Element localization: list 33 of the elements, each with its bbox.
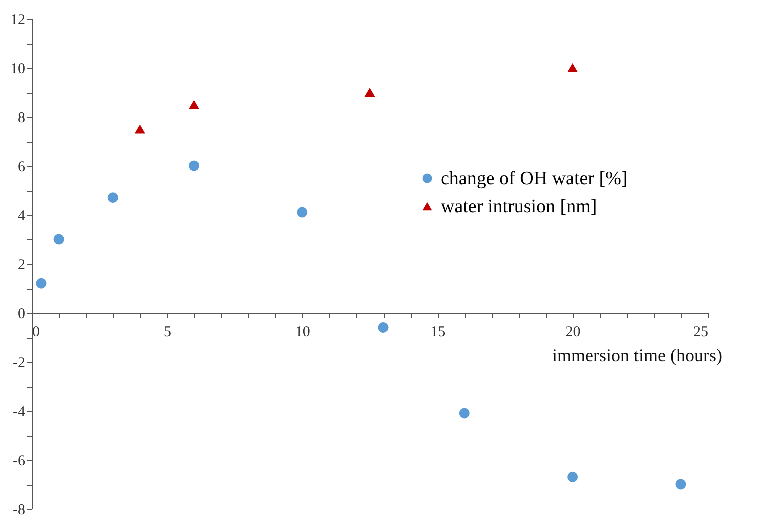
x-tick-label: 0 [32,324,40,340]
x-axis-title: immersion time (hours) [552,346,722,366]
y-tick-label: 12 [10,12,26,28]
y-tick-label: -4 [13,404,26,420]
point [54,234,64,245]
point [459,408,470,419]
point [568,63,578,73]
y-tick-label: 4 [18,208,26,224]
point [188,160,200,172]
point [134,124,146,134]
point [676,479,686,490]
point [108,192,118,204]
y-tick-label: 8 [18,110,26,126]
y-tick-label: 10 [10,62,26,78]
point [364,88,376,98]
x-tick-label: 25 [694,324,708,340]
y-tick-label: 2 [18,258,26,274]
point [297,207,308,218]
x-tick-label: 10 [295,324,310,340]
point [378,322,389,333]
legend-label: water intrusion [nm] [441,196,598,218]
point [568,472,578,482]
point [36,278,47,289]
legend-label: change of OH water [%] [441,168,628,190]
y-tick-label: 6 [18,160,26,176]
x-tick-label: 15 [430,324,446,340]
y-tick-label: -2 [13,356,26,372]
x-tick-label: 20 [566,324,581,340]
point [188,100,200,110]
y-tick-label: 0 [18,306,26,322]
y-tick-label: -6 [13,454,26,470]
x-tick-label: 5 [164,324,172,340]
y-tick-label: -8 [13,502,26,518]
